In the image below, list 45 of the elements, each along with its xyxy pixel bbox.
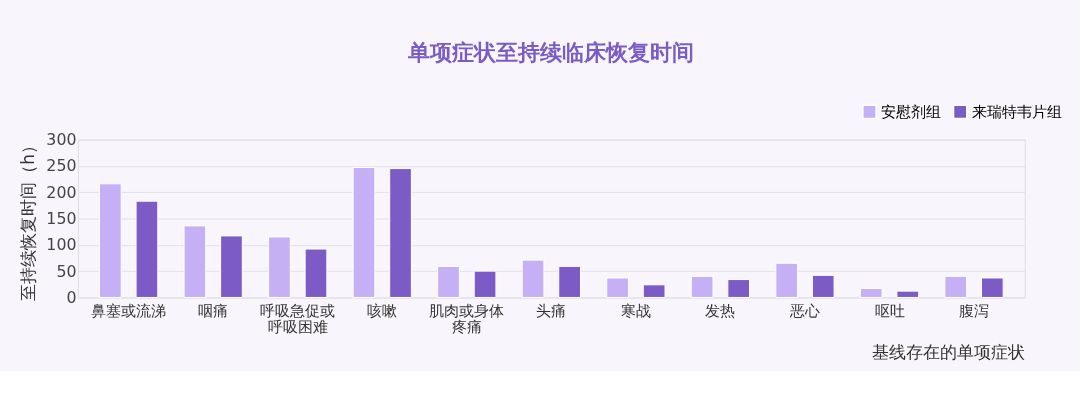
bar	[473, 270, 497, 298]
bar	[135, 200, 159, 298]
y-tick-label: 100	[46, 235, 77, 255]
bar	[220, 235, 243, 298]
y-tick-label: 150	[46, 208, 77, 228]
bar	[268, 236, 291, 298]
y-tick-label: 0	[66, 287, 77, 307]
y-tick-label: 200	[46, 182, 77, 202]
y-axis-title: 至持续恢复时间（h）	[18, 137, 39, 301]
y-tick-label: 300	[46, 130, 77, 150]
bar	[727, 279, 751, 298]
x-tick-label: 恶心	[788, 301, 820, 319]
x-tick-label: 咳嗽	[367, 301, 398, 319]
bar	[859, 288, 883, 298]
legend-label: 安慰剂组	[880, 102, 941, 120]
bar	[944, 275, 968, 298]
bar	[811, 274, 835, 298]
bar	[558, 265, 581, 298]
bar	[437, 265, 460, 298]
y-tick-label: 250	[46, 156, 77, 176]
bar	[606, 277, 629, 298]
x-tick-label: 呕吐	[874, 301, 905, 319]
bar	[896, 290, 920, 298]
x-tick-label: 寒战	[620, 301, 651, 319]
bar	[775, 262, 799, 298]
bar	[980, 277, 1004, 298]
x-axis-title: 基线存在的单项症状	[872, 342, 1026, 363]
y-tick-label: 50	[56, 261, 77, 281]
x-tick-label: 鼻塞或流涕	[91, 301, 167, 319]
x-tick-label: 咽痛	[198, 301, 229, 319]
bar	[99, 183, 122, 298]
bar	[352, 167, 376, 298]
x-tick-label: 腹泻	[959, 301, 990, 319]
bar	[183, 225, 207, 298]
x-tick-label: 肌肉或身体疼痛	[429, 301, 505, 336]
x-tick-label: 发热	[705, 301, 736, 319]
bar	[690, 275, 714, 298]
bar	[389, 168, 412, 298]
bar	[304, 248, 328, 298]
bar	[521, 259, 545, 298]
x-tick-label: 呼吸急促或呼吸困难	[260, 301, 336, 336]
bar	[642, 284, 666, 298]
chart-title: 单项症状至持续临床恢复时间	[407, 39, 695, 65]
x-tick-label: 头痛	[536, 301, 567, 319]
legend-label: 来瑞特韦片组	[971, 102, 1062, 120]
